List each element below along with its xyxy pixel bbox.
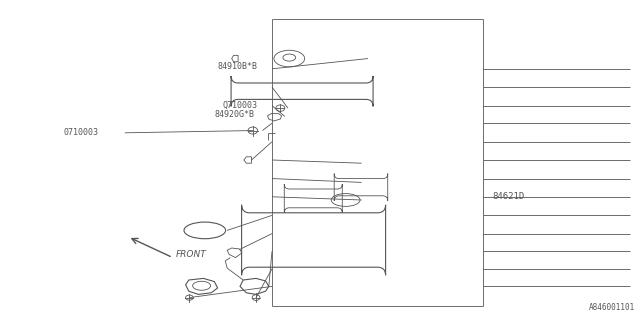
Text: FRONT: FRONT: [176, 250, 207, 259]
Text: A846001101: A846001101: [589, 303, 635, 312]
Text: 84910B*B: 84910B*B: [218, 62, 258, 71]
Text: Q710003: Q710003: [223, 101, 258, 110]
Text: 0710003: 0710003: [64, 128, 99, 137]
Text: 84621D: 84621D: [493, 192, 525, 201]
Text: 84920G*B: 84920G*B: [214, 110, 255, 119]
